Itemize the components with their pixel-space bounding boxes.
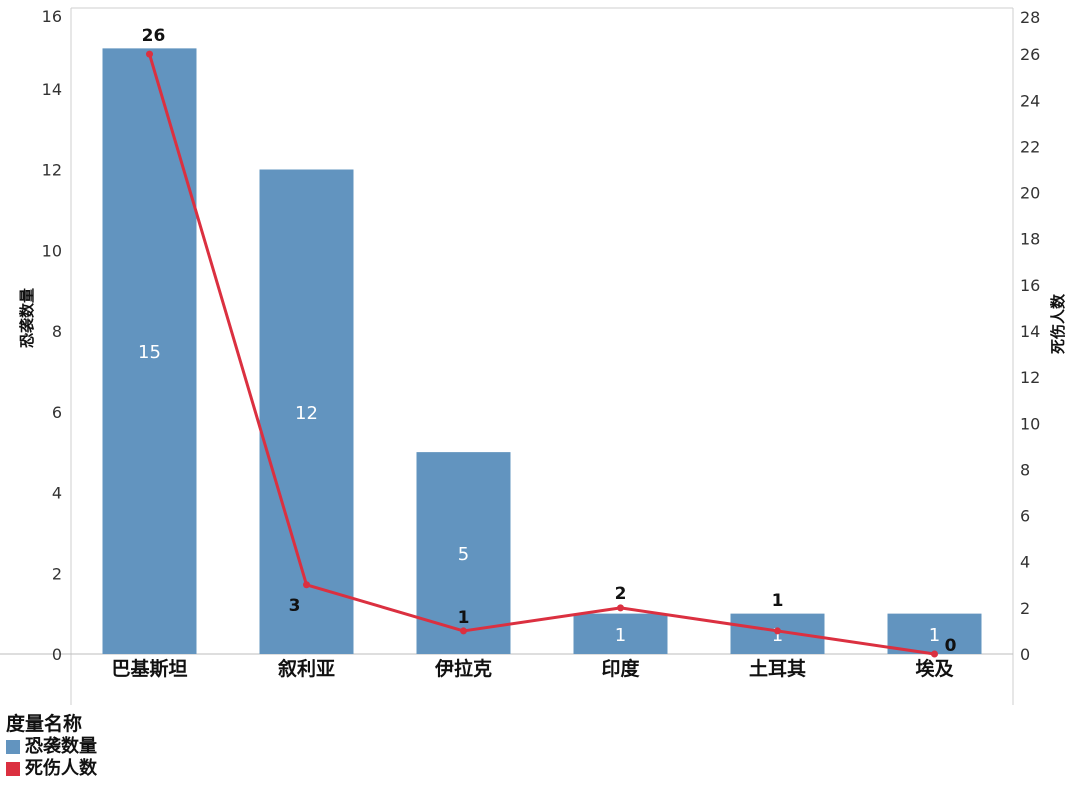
legend-label-line: 死伤人数 — [25, 758, 97, 779]
line-data-label: 1 — [772, 591, 784, 611]
y-tick-label-left: 8 — [52, 322, 62, 341]
x-tick-label: 叙利亚 — [278, 657, 335, 680]
legend: 度量名称 恐袭数量 死伤人数 — [6, 712, 97, 780]
line-point — [303, 581, 310, 589]
y-tick-label-right: 20 — [1020, 184, 1040, 203]
line-point — [146, 50, 153, 58]
line-point — [460, 627, 467, 635]
x-tick-label: 伊拉克 — [434, 657, 492, 680]
line-data-label: 2 — [615, 584, 627, 604]
y-tick-label-left: 12 — [42, 161, 62, 180]
line-point — [774, 627, 781, 635]
y-tick-label-left: 0 — [52, 645, 62, 664]
line-data-label: 0 — [945, 636, 957, 656]
y-tick-label-right: 14 — [1020, 322, 1040, 341]
y-tick-label-left: 16 — [42, 7, 62, 26]
bar-data-label: 12 — [295, 403, 318, 424]
y-tick-label-left: 6 — [52, 403, 62, 422]
bar — [573, 613, 668, 654]
y-tick-label-left: 4 — [52, 484, 62, 503]
legend-title: 度量名称 — [6, 713, 83, 735]
legend-item-bar-series[interactable]: 恐袭数量 — [6, 736, 97, 758]
y-tick-label-right: 24 — [1020, 91, 1040, 110]
line-point — [617, 604, 624, 612]
bar-data-label: 5 — [458, 544, 469, 565]
x-tick-label: 土耳其 — [749, 658, 806, 680]
line-data-label: 26 — [142, 26, 166, 46]
legend-label-bar: 恐袭数量 — [25, 736, 97, 757]
x-tick-label: 巴基斯坦 — [111, 657, 187, 680]
legend-swatch-bar — [6, 740, 20, 754]
bar — [102, 48, 197, 654]
legend-item-line-series[interactable]: 死伤人数 — [6, 758, 97, 780]
y-axis-title-left: 恐袭数量 — [18, 288, 36, 348]
line-data-label: 3 — [289, 596, 301, 616]
line-point — [931, 650, 938, 658]
bar-data-label: 15 — [138, 342, 161, 363]
y-tick-label-right: 6 — [1020, 507, 1030, 526]
legend-swatch-line — [6, 762, 20, 776]
y-tick-label-left: 2 — [52, 564, 62, 583]
y-tick-label-right: 22 — [1020, 137, 1040, 156]
combo-chart: 02468101214160246810121416182022242628恐袭… — [0, 7, 1067, 705]
y-tick-label-right: 8 — [1020, 460, 1030, 479]
x-tick-label: 埃及 — [915, 657, 954, 680]
line-data-label: 1 — [458, 608, 470, 628]
y-tick-label-right: 12 — [1020, 368, 1040, 387]
y-tick-label-right: 26 — [1020, 45, 1040, 64]
bar-data-label: 1 — [929, 625, 940, 646]
bar-data-label: 1 — [615, 625, 626, 646]
bar — [887, 613, 982, 654]
y-tick-label-right: 0 — [1020, 645, 1030, 664]
line-series — [148, 53, 935, 656]
y-tick-label-left: 10 — [42, 241, 62, 260]
y-tick-label-left: 14 — [42, 80, 62, 99]
y-tick-label-right: 10 — [1020, 414, 1040, 433]
bar — [259, 169, 354, 654]
y-tick-label-right: 28 — [1020, 8, 1040, 27]
y-axis-title-right: 死伤人数 — [1049, 293, 1067, 354]
y-tick-label-right: 2 — [1020, 599, 1030, 618]
y-tick-label-right: 16 — [1020, 276, 1040, 295]
x-tick-label: 印度 — [601, 657, 640, 680]
y-tick-label-right: 4 — [1020, 553, 1030, 572]
bar-data-label: 1 — [772, 625, 783, 646]
y-tick-label-right: 18 — [1020, 230, 1040, 249]
